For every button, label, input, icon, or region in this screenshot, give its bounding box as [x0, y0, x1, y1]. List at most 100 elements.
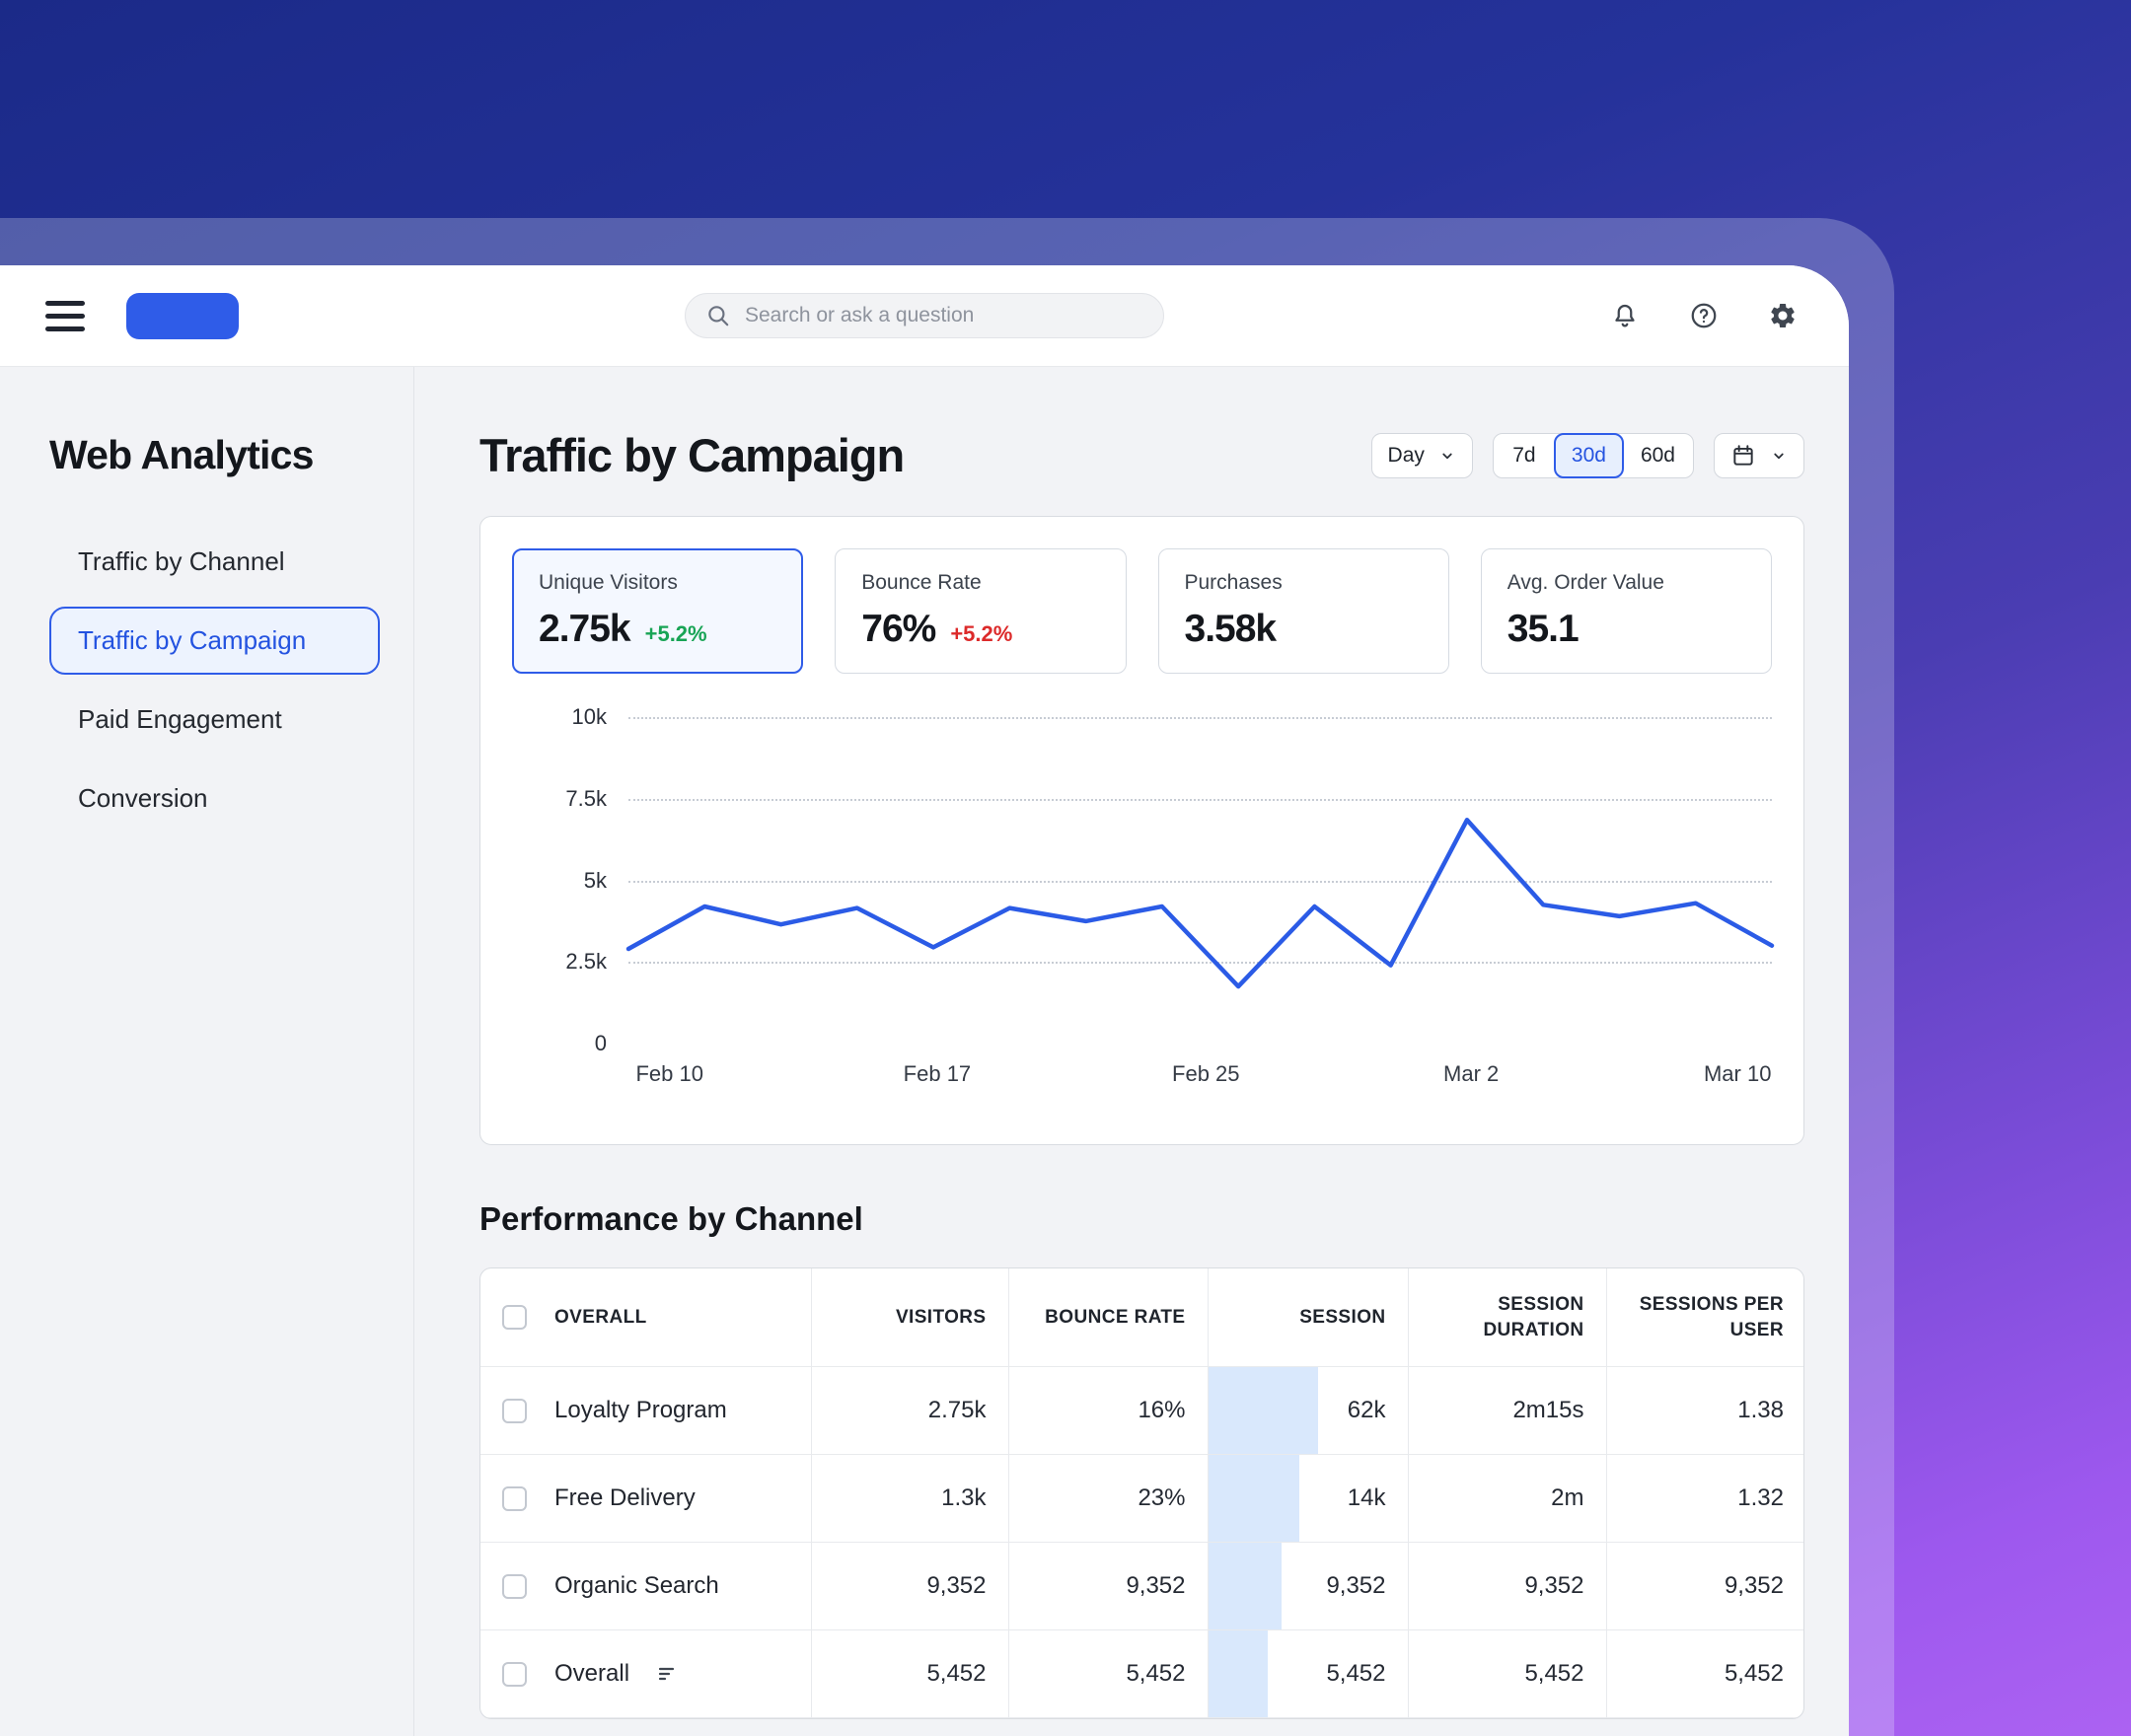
- page-title: Traffic by Campaign: [479, 429, 905, 481]
- app-window: Web Analytics Traffic by Channel Traffic…: [0, 265, 1849, 1736]
- top-bar: [0, 265, 1849, 367]
- stat-label: Purchases: [1184, 571, 1283, 594]
- row-checkbox[interactable]: [502, 1573, 527, 1599]
- cell-bounce-rate: 16%: [1007, 1366, 1208, 1456]
- range-7d-button[interactable]: 7d: [1512, 443, 1536, 467]
- cell-bounce-rate: 5,452: [1007, 1629, 1208, 1719]
- stat-card-bounce-rate[interactable]: Bounce Rate 76% +5.2%: [835, 548, 1127, 674]
- gridline: [628, 880, 1772, 883]
- stat-value: 2.75k: [539, 608, 631, 650]
- cell-sessions-per-user: 1.32: [1605, 1454, 1803, 1544]
- x-axis-labels: Feb 10 Feb 17 Feb 25 Mar 2 Mar 10: [628, 1061, 1772, 1113]
- stat-delta: +5.2%: [950, 621, 1013, 646]
- sidebar-item-traffic-by-campaign[interactable]: Traffic by Campaign: [49, 607, 380, 675]
- sidebar-item-paid-engagement[interactable]: Paid Engagement: [78, 704, 282, 734]
- x-tick: Feb 25: [1172, 1061, 1240, 1086]
- menu-icon[interactable]: [45, 300, 89, 331]
- table-row-organic-search[interactable]: Organic Search 9,352 9,352 9,352 9,352: [480, 1542, 1803, 1631]
- chart-plot-area: [628, 717, 1772, 1044]
- sort-icon[interactable]: [657, 1664, 677, 1684]
- session-bar: [1208, 1367, 1318, 1455]
- chevron-down-icon: [1774, 453, 1784, 459]
- range-30d-button[interactable]: 30d: [1553, 432, 1624, 478]
- table-row-overall[interactable]: Overall 5,452 5,452: [480, 1629, 1803, 1719]
- search-input[interactable]: [745, 304, 1143, 327]
- sidebar: Web Analytics Traffic by Channel Traffic…: [0, 367, 414, 1736]
- range-selector: 7d 30d 60d: [1492, 432, 1694, 478]
- section-title: Performance by Channel: [479, 1200, 863, 1237]
- line-series: [628, 717, 1772, 1044]
- stat-card-unique-visitors[interactable]: Unique Visitors 2.75k +5.2%: [512, 548, 804, 674]
- x-tick: Mar 2: [1443, 1061, 1500, 1086]
- row-name: Organic Search: [554, 1572, 719, 1600]
- cell-visitors: 5,452: [810, 1629, 1008, 1719]
- stat-label: Unique Visitors: [539, 571, 678, 594]
- sidebar-item-traffic-by-channel[interactable]: Traffic by Channel: [78, 546, 285, 576]
- stat-value: 35.1: [1506, 608, 1580, 650]
- search-icon: [708, 306, 729, 326]
- calendar-icon: [1733, 444, 1753, 466]
- cell-session: 14k: [1207, 1454, 1408, 1544]
- cell-visitors: 9,352: [810, 1542, 1008, 1631]
- gridline: [628, 798, 1772, 801]
- stat-card-avg-order-value[interactable]: Avg. Order Value 35.1: [1480, 548, 1772, 674]
- y-tick: 0: [594, 1031, 607, 1055]
- sidebar-item-conversion[interactable]: Conversion: [78, 783, 208, 813]
- cell-visitors: 1.3k: [810, 1454, 1008, 1544]
- stat-value: 76%: [861, 608, 936, 650]
- row-name: Free Delivery: [554, 1484, 696, 1512]
- y-axis-labels: 10k 7.5k 5k 2.5k 0: [512, 704, 607, 1055]
- column-header-overall: OVERALL: [554, 1306, 647, 1328]
- gridline: [628, 962, 1772, 965]
- cell-session-duration: 5,452: [1407, 1629, 1606, 1719]
- cell-session: 5,452: [1207, 1629, 1408, 1719]
- stat-value: 3.58k: [1184, 608, 1278, 650]
- table-row-free-delivery[interactable]: Free Delivery 1.3k 23% 14k 2m: [480, 1454, 1803, 1544]
- settings-gear-icon[interactable]: [1762, 295, 1803, 336]
- select-all-checkbox[interactable]: [502, 1305, 527, 1331]
- performance-table: OVERALL VISITORS BOUNCE RATE SESSION SES…: [480, 1268, 1803, 1719]
- stat-label: Avg. Order Value: [1506, 571, 1664, 594]
- column-header-session: SESSION: [1207, 1268, 1408, 1368]
- sidebar-title: Web Analytics: [49, 432, 314, 477]
- app-logo[interactable]: [126, 292, 239, 339]
- session-bar: [1208, 1630, 1269, 1718]
- session-bar: [1208, 1543, 1283, 1630]
- date-picker-button[interactable]: [1714, 432, 1804, 478]
- row-checkbox[interactable]: [502, 1485, 527, 1511]
- gridline: [628, 717, 1772, 719]
- cell-sessions-per-user: 5,452: [1605, 1629, 1803, 1719]
- table-header-row: OVERALL VISITORS BOUNCE RATE SESSION SES…: [480, 1268, 1803, 1368]
- chevron-down-icon: [1442, 453, 1452, 459]
- notifications-bell-icon[interactable]: [1604, 295, 1646, 336]
- x-tick: Mar 10: [1703, 1061, 1772, 1086]
- y-tick: 5k: [583, 867, 607, 893]
- stat-label: Bounce Rate: [861, 571, 982, 594]
- column-header-session-duration: SESSION DURATION: [1407, 1268, 1606, 1368]
- x-tick: Feb 10: [635, 1061, 703, 1086]
- row-checkbox[interactable]: [502, 1398, 527, 1423]
- granularity-value: Day: [1387, 443, 1425, 467]
- cell-bounce-rate: 9,352: [1007, 1542, 1208, 1631]
- stat-card-purchases[interactable]: Purchases 3.58k: [1157, 548, 1449, 674]
- row-name: Loyalty Program: [554, 1397, 727, 1424]
- cell-sessions-per-user: 9,352: [1605, 1542, 1803, 1631]
- main-content: Traffic by Campaign Day 7d 30d 60d: [414, 367, 1849, 1736]
- granularity-select[interactable]: Day: [1370, 432, 1473, 478]
- stat-delta: +5.2%: [644, 621, 707, 646]
- table-row-loyalty-program[interactable]: Loyalty Program 2.75k 16% 62k 2m15s: [480, 1366, 1803, 1456]
- cell-visitors: 2.75k: [810, 1366, 1008, 1456]
- traffic-summary-panel: Unique Visitors 2.75k +5.2% Bounce Rate …: [479, 516, 1804, 1145]
- cell-sessions-per-user: 1.38: [1605, 1366, 1803, 1456]
- y-tick: 7.5k: [565, 785, 607, 811]
- y-tick: 10k: [571, 704, 607, 729]
- column-header-bounce-rate: BOUNCE RATE: [1007, 1268, 1208, 1368]
- help-icon[interactable]: [1683, 295, 1725, 336]
- search-bar[interactable]: [685, 293, 1164, 338]
- session-bar: [1208, 1455, 1300, 1543]
- row-checkbox[interactable]: [502, 1661, 527, 1687]
- range-60d-button[interactable]: 60d: [1640, 443, 1675, 467]
- cell-bounce-rate: 23%: [1007, 1454, 1208, 1544]
- column-header-visitors: VISITORS: [810, 1268, 1008, 1368]
